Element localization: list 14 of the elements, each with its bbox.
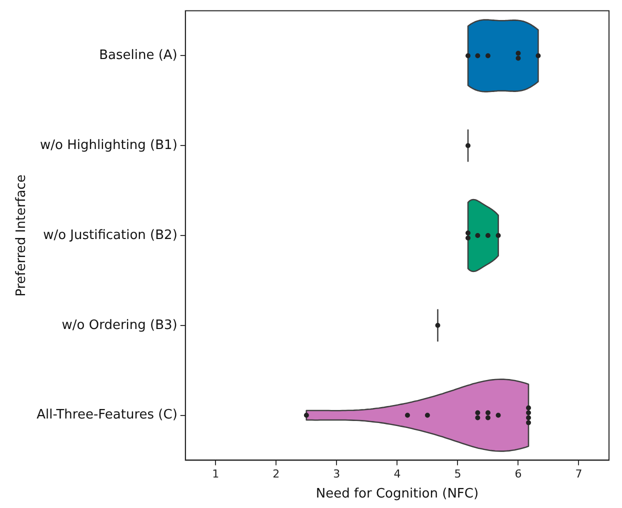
y-tick-label: w/o Justification (B2) [43,228,178,243]
y-tick-label: w/o Highlighting (B1) [40,138,178,153]
y-tick-label: Baseline (A) [99,48,178,64]
x-axis-title: Need for Cognition (NFC) [316,486,479,502]
x-tick-label: 7 [575,468,582,481]
x-tick-label: 5 [454,468,462,481]
x-tick-label: 2 [272,468,280,481]
x-tick-label: 1 [212,468,220,481]
x-tick-label: 3 [333,468,340,481]
x-tick-label: 6 [514,468,522,481]
y-tick-label: All-Three-Features (C) [36,408,178,423]
x-tick-label: 4 [394,468,401,481]
y-tick-label: w/o Ordering (B3) [62,318,178,333]
y-axis-title: Preferred Interface [14,174,30,297]
